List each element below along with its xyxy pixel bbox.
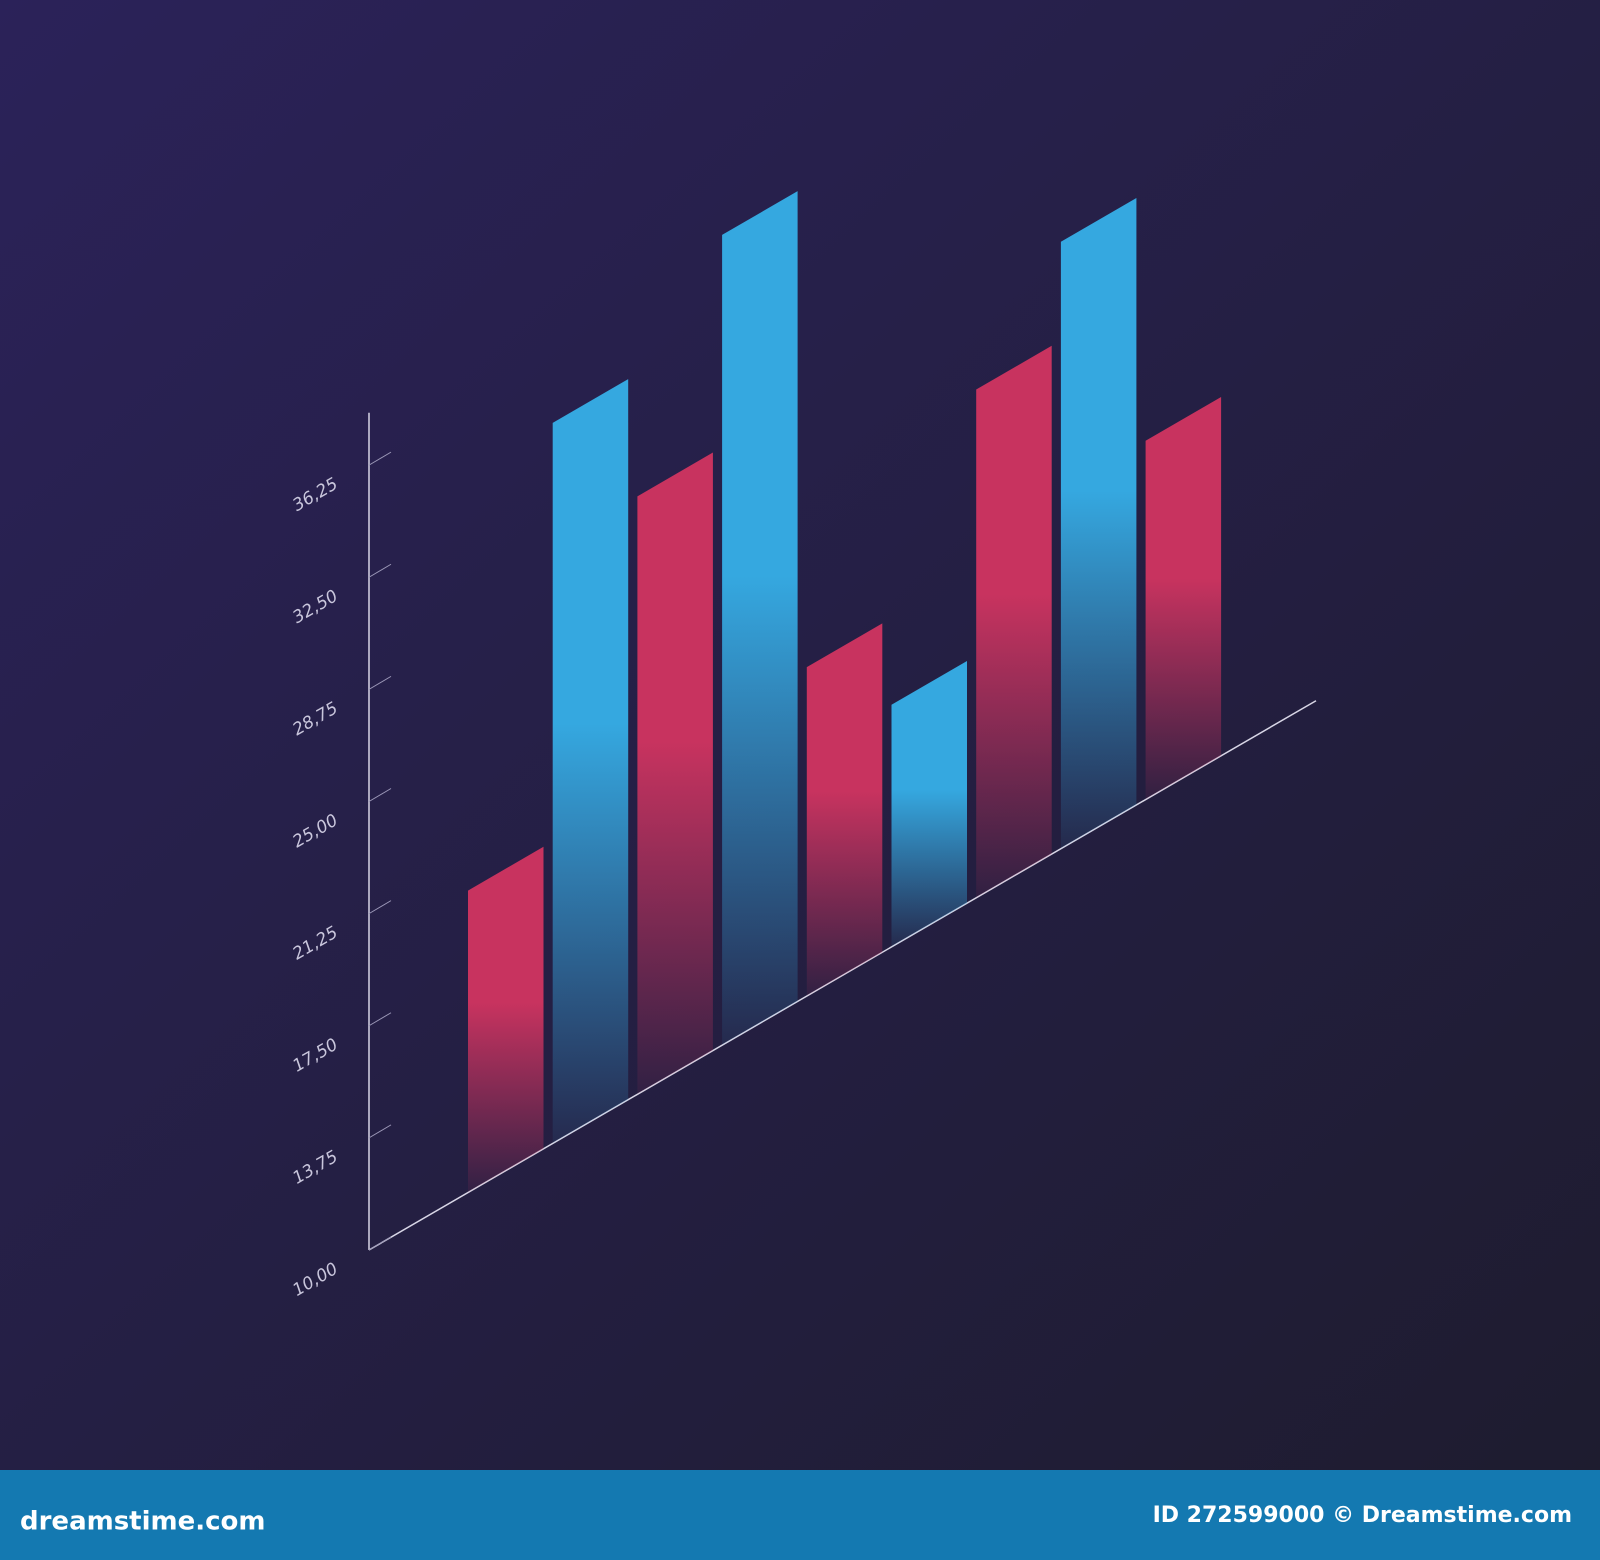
footer-bar [0, 1470, 1600, 1560]
bar [552, 379, 629, 1144]
bar [637, 452, 713, 1095]
bar [976, 345, 1052, 898]
footer-site: dreamstime.com [20, 1507, 266, 1537]
tick-mark [368, 1236, 392, 1251]
bar [891, 660, 967, 947]
tick-mark [368, 900, 392, 915]
footer-credit: ID 272599000 © Dreamstime.com [1153, 1503, 1572, 1528]
tick-mark [368, 788, 392, 802]
bar [722, 191, 798, 1046]
bar [1145, 396, 1222, 800]
tick-mark [368, 451, 392, 466]
tick-mark [368, 563, 392, 578]
bar [468, 846, 544, 1193]
tick-mark [368, 1124, 392, 1139]
tick-mark [368, 675, 392, 690]
background [0, 0, 1600, 1470]
bar [1060, 197, 1137, 849]
bar [806, 623, 883, 997]
tick-mark [368, 1012, 392, 1027]
